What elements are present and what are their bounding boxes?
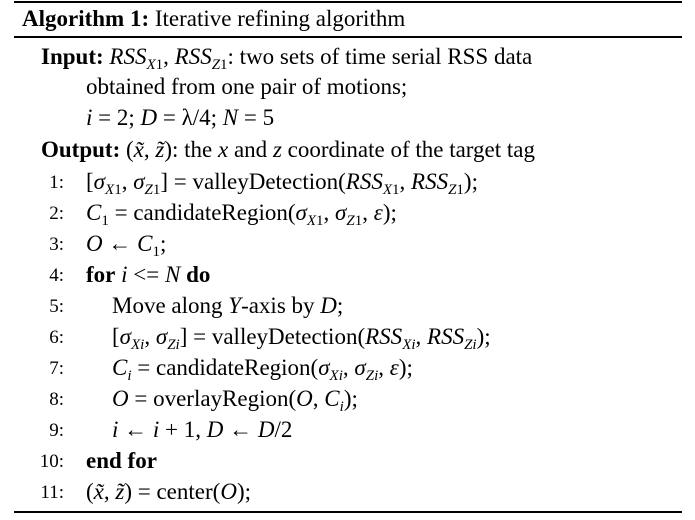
step-number: 11:	[40, 482, 64, 503]
step-number: 1:	[49, 172, 64, 193]
step-5: Move along Y-axis by D;	[112, 293, 344, 318]
algorithm-caption: Algorithm 1: Iterative refining algorith…	[22, 6, 405, 32]
step-number: 2:	[49, 203, 64, 224]
step-8: O = overlayRegion(O, Ci);	[112, 386, 358, 415]
step-number: 7:	[49, 358, 64, 379]
end-for-keyword: end for	[86, 448, 157, 473]
algorithm-title: Iterative refining algorithm	[154, 6, 406, 31]
bottom-rule	[14, 511, 682, 513]
output-line: Output: (x̃, z̃): the x and z coordinate…	[41, 137, 536, 162]
step-number: 8:	[49, 389, 64, 410]
input-label: Input:	[41, 44, 104, 69]
input-desc-1: : two sets of time serial RSS data	[227, 44, 533, 69]
step-number: 3:	[49, 234, 64, 255]
step-number: 9:	[49, 420, 64, 441]
input-line-1: Input: RSSX1, RSSZ1: two sets of time se…	[41, 44, 533, 73]
step-number: 4:	[49, 265, 64, 286]
output-label: Output:	[41, 137, 121, 162]
step-number: 5:	[49, 296, 64, 317]
step-4: for i <= N do	[86, 262, 211, 287]
step-11: (x̃, z̃) = center(O);	[86, 479, 251, 504]
step-1: [σX1, σZ1] = valleyDetection(RSSX1, RSSZ…	[86, 169, 478, 198]
input-params: i = 2; D = λ/4; N = 5	[86, 105, 275, 130]
input-desc-2: obtained from one pair of motions;	[86, 74, 408, 99]
step-number: 6:	[49, 327, 64, 348]
top-rule	[14, 1, 682, 3]
for-keyword: for	[86, 262, 116, 287]
algorithm-label: Algorithm 1:	[22, 6, 150, 31]
step-number: 10:	[39, 451, 64, 472]
caption-rule	[14, 36, 682, 38]
step-3: O ← C1;	[86, 231, 167, 260]
step-6: [σXi, σZi] = valleyDetection(RSSXi, RSSZ…	[112, 324, 491, 353]
step-9: i ← i + 1, D ← D/2	[112, 417, 293, 442]
step-7: Ci = candidateRegion(σXi, σZi, ε);	[112, 355, 413, 384]
step-10: end for	[86, 447, 157, 475]
step-2: C1 = candidateRegion(σX1, σZ1, ε);	[86, 200, 397, 229]
do-keyword: do	[186, 262, 211, 287]
